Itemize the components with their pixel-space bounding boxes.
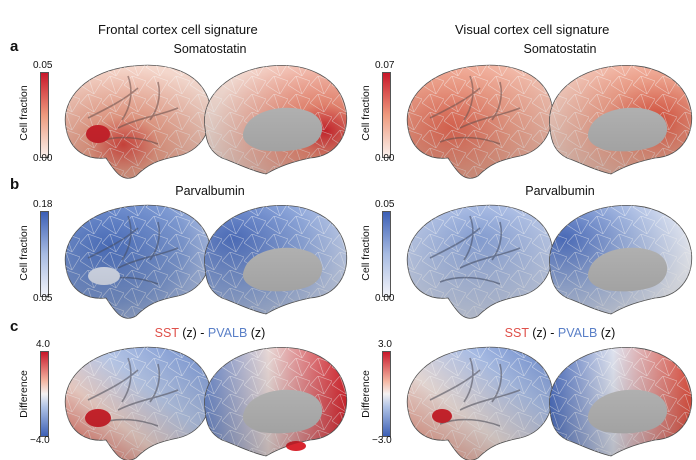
column-title-visual: Visual cortex cell signature [455,22,610,37]
panel-letter-a: a [10,38,19,55]
pvalb-label: PVALB [207,326,248,340]
colorbar-c-left [40,351,49,437]
brain-b-left-lateral [64,204,212,319]
brain-a-left-lateral [64,64,212,179]
sst-label: SST [504,326,529,340]
brain-c-right-lateral [406,346,554,460]
subtitle-a-right: Somatostatin [523,42,597,56]
z-label: (z) - [528,326,558,340]
z-label: (z) - [178,326,208,340]
subtitle-c-left: SST (z) - PVALB (z) [110,326,310,340]
colorbar-b-left-min: 0.05 [33,293,53,304]
colorbar-a-right [382,72,391,158]
colorbar-a-left-min: 0.00 [33,153,53,164]
colorbar-c-right-min: −3.0 [372,435,392,446]
colorbar-b-right [382,211,391,297]
colorbar-c-left-max: 4.0 [36,339,50,350]
subtitle-b-right: Parvalbumin [525,184,595,198]
colorbar-c-right-max: 3.0 [378,339,392,350]
panel-letter-b: b [10,176,20,193]
colorbar-b-right-min: 0.00 [375,293,395,304]
colorbar-c-left-min: −4.0 [30,435,50,446]
brain-b-right-lateral [406,204,554,319]
brain-b-right-medial [548,204,693,315]
pvalb-label: PVALB [557,326,598,340]
brain-c-left-medial [203,346,348,457]
subtitle-a-left: Somatostatin [173,42,247,56]
brain-a-right-medial [548,64,693,175]
z-label: (z) [247,326,266,340]
brain-b-left-medial [203,204,348,315]
colorbar-a-right-max: 0.07 [375,60,395,71]
z-label: (z) [597,326,616,340]
colorbar-a-left-max: 0.05 [33,60,53,71]
brain-c-right-medial [548,346,693,457]
column-title-frontal: Frontal cortex cell signature [98,22,258,37]
brain-a-right-lateral [406,64,554,179]
colorbar-c-right [382,351,391,437]
colorbar-b-left [40,211,49,297]
subtitle-b-left: Parvalbumin [175,184,245,198]
brain-a-left-medial [203,64,348,175]
colorbar-a-left [40,72,49,158]
colorbar-b-right-max: 0.05 [375,199,395,210]
sst-label: SST [154,326,179,340]
brain-c-left-lateral [64,346,212,460]
colorbar-a-right-min: 0.00 [375,153,395,164]
subtitle-c-right: SST (z) - PVALB (z) [460,326,660,340]
panel-letter-c: c [10,318,19,335]
colorbar-b-left-max: 0.18 [33,199,53,210]
